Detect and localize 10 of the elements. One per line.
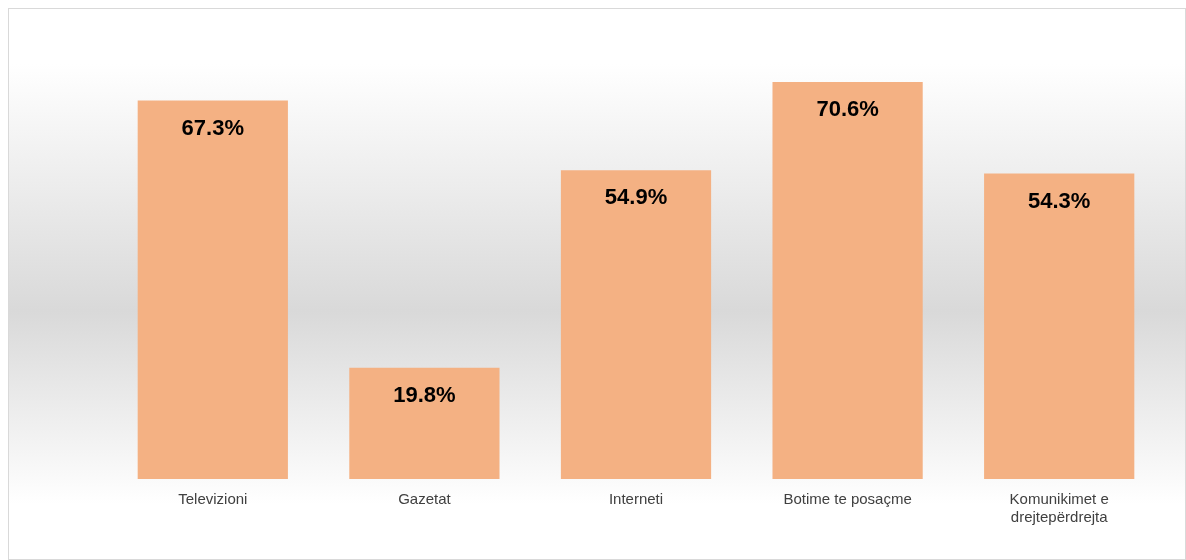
- data-label: 67.3%: [181, 114, 244, 140]
- x-tick-label: Televizioni: [178, 490, 248, 508]
- data-label: 70.6%: [816, 95, 879, 121]
- x-tick-label: Gazetat: [398, 490, 452, 508]
- x-tick-label: Komunikimet e drejtepërdrejta: [1009, 490, 1109, 526]
- x-tick-label: Botime te posaçme: [783, 490, 912, 508]
- data-label: 19.8%: [393, 381, 456, 407]
- data-label: 54.9%: [604, 184, 668, 210]
- data-label: 54.3%: [1028, 187, 1091, 213]
- x-tick-label: Interneti: [608, 490, 664, 508]
